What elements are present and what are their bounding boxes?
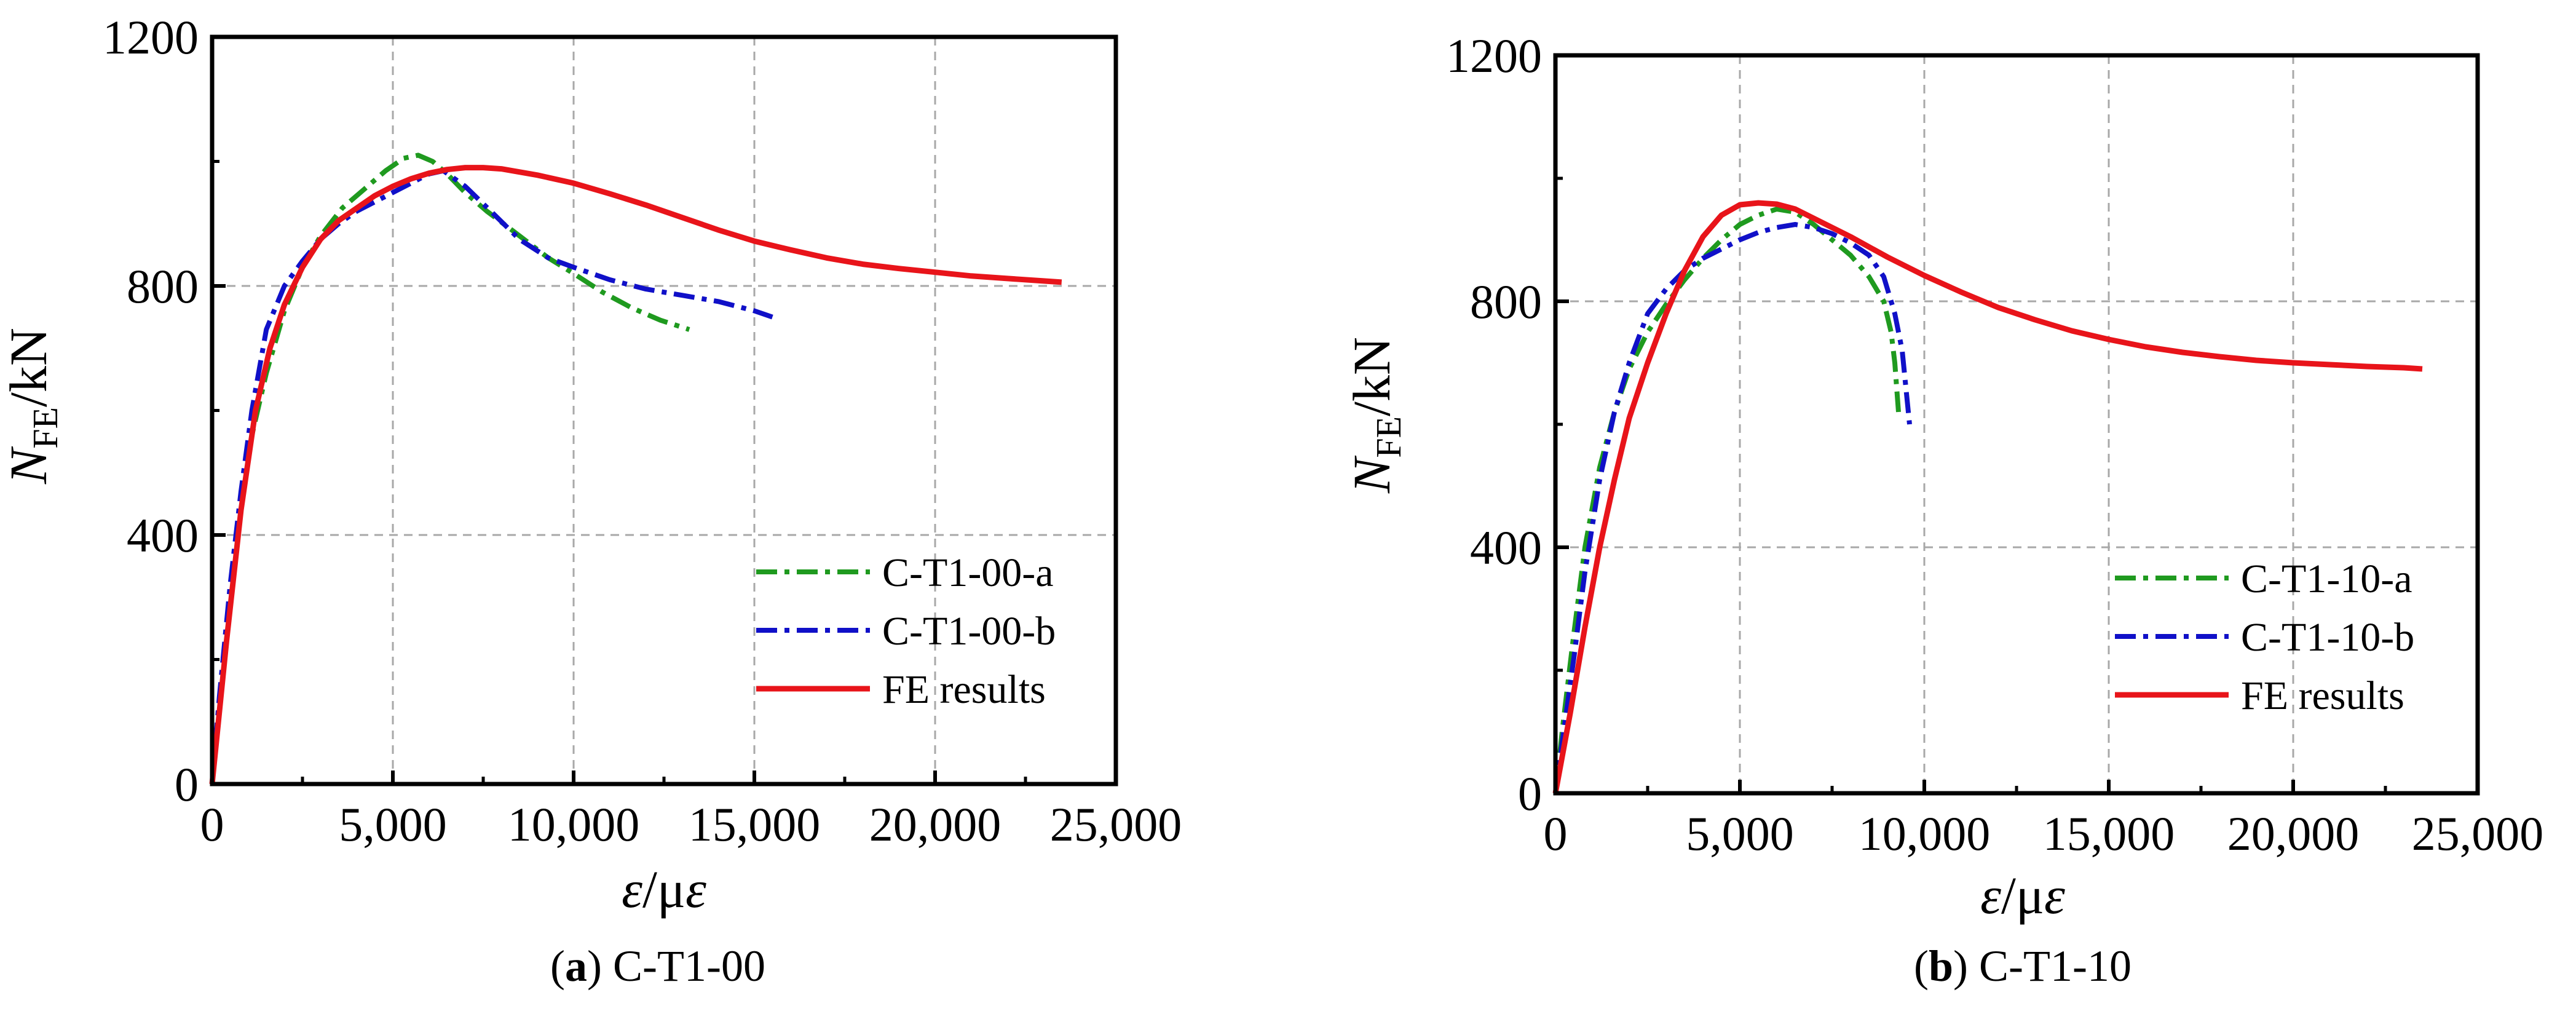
- panel-caption: (a) C-T1-00: [550, 941, 765, 991]
- y-axis-label-unit: /kN: [0, 328, 58, 407]
- x-tick-label: 25,000: [1050, 798, 1182, 851]
- legend-label: C-T1-10-a: [2241, 557, 2412, 601]
- x-axis-label-unit-eps: ε: [2044, 866, 2065, 925]
- y-tick-label: 0: [1518, 767, 1542, 820]
- legend-label: C-T1-00-a: [882, 550, 1054, 595]
- y-axis-label-sub: FE: [25, 407, 65, 449]
- chart-panel-2: 0 5,000 10,000 15,000 20,000 25,000 0 400 800 120…: [1342, 29, 2543, 991]
- caption-letter: a: [565, 941, 587, 991]
- x-tick-label: 20,000: [2227, 807, 2360, 860]
- x-tick-label: 20,000: [869, 798, 1002, 851]
- chart-panel-1: 0 5,000 10,000 15,000 20,000 25,000 0 400 800 120…: [0, 10, 1182, 991]
- caption-open: (: [550, 941, 565, 991]
- x-axis-label: ε/με: [1980, 866, 2065, 925]
- y-axis-label: NFE/kN: [1342, 337, 1409, 494]
- caption-letter: b: [1929, 941, 1953, 991]
- y-tick-label: 1200: [1446, 29, 1542, 82]
- legend-label: C-T1-10-b: [2241, 615, 2414, 660]
- y-axis-label-unit: /kN: [1342, 337, 1401, 416]
- x-axis-label: ε/με: [622, 860, 706, 919]
- x-tick-label: 15,000: [689, 798, 821, 851]
- x-axis-label-unit-prefix: /μ: [2001, 866, 2044, 925]
- caption-text: ) C-T1-10: [1953, 941, 2132, 991]
- x-tick-label: 0: [1544, 807, 1568, 860]
- x-axis-label-unit-eps: ε: [685, 860, 706, 919]
- panel-caption: (b) C-T1-10: [1914, 941, 2132, 991]
- y-tick-label: 400: [1470, 521, 1542, 574]
- y-tick-label: 1200: [103, 10, 199, 64]
- x-axis-label-main: ε: [622, 860, 642, 919]
- x-tick-label: 25,000: [2412, 807, 2544, 860]
- y-tick-label: 0: [175, 758, 199, 811]
- y-axis-label-sub: FE: [1369, 416, 1409, 458]
- y-tick-label: 800: [1470, 275, 1542, 328]
- caption-text: ) C-T1-00: [587, 941, 765, 991]
- series-line-fe-results: [1552, 200, 2423, 794]
- y-axis-label-main: N: [1342, 455, 1401, 494]
- x-axis-label-unit-prefix: /μ: [642, 860, 685, 919]
- x-tick-label: 15,000: [2043, 807, 2175, 860]
- series-line-c-t1-10-a: [1553, 207, 1901, 794]
- caption-open: (: [1914, 941, 1929, 991]
- y-tick-label: 400: [127, 509, 199, 562]
- legend-label: FE results: [2241, 673, 2404, 718]
- x-tick-label: 5,000: [339, 798, 447, 851]
- series-line-c-t1-00-b: [210, 168, 773, 785]
- x-tick-label: 10,000: [1859, 807, 1991, 860]
- y-tick-label: 800: [127, 259, 199, 313]
- x-tick-label: 5,000: [1686, 807, 1794, 860]
- x-tick-label: 0: [200, 798, 224, 851]
- series-line-c-t1-10-b: [1553, 222, 1912, 794]
- x-axis-label-main: ε: [1980, 866, 2001, 925]
- series-line-fe-results: [209, 165, 1062, 785]
- x-tick-label: 10,000: [508, 798, 640, 851]
- legend-label: C-T1-00-b: [882, 609, 1056, 654]
- legend-label: FE results: [882, 667, 1046, 712]
- y-axis-label: NFE/kN: [0, 328, 65, 485]
- series-line-c-t1-00-a: [210, 153, 690, 785]
- y-axis-label-main: N: [0, 446, 58, 485]
